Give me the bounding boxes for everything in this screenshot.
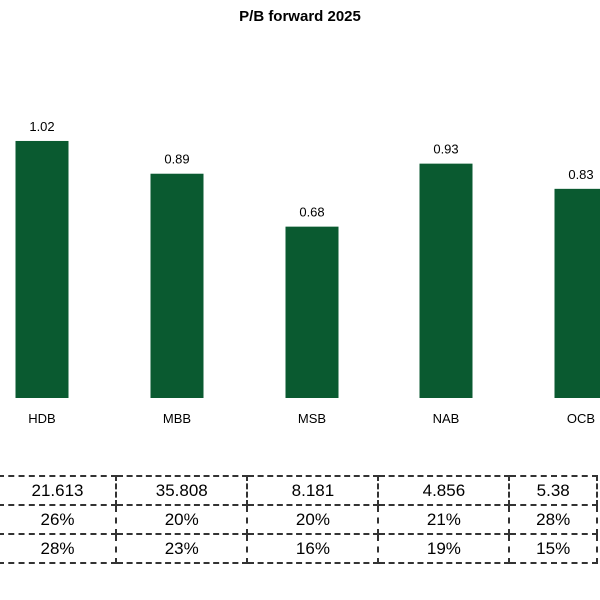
- table-cell: 35.808: [115, 475, 249, 506]
- table-cell: 23%: [115, 533, 249, 564]
- bar-mbb: [150, 173, 204, 398]
- table-cell: 4.856: [377, 475, 511, 506]
- table-cell: 28%: [0, 533, 118, 564]
- table-cell: 21%: [377, 504, 511, 535]
- table-row: 21.613 35.808 8.181 4.856 5.38: [0, 475, 598, 506]
- x-tick-label: HDB: [28, 411, 55, 426]
- bar-chart: 1.02 HDB 0.89 MBB 0.68 MSB 0.93 NAB 0.83 OCB: [15, 119, 600, 426]
- bar-ocb: [554, 188, 600, 398]
- bar-nab: [419, 163, 473, 398]
- table-row: 26% 20% 20% 21% 28%: [0, 504, 598, 535]
- table-row: 28% 23% 16% 19% 15%: [0, 533, 598, 564]
- bar-hdb: [15, 140, 69, 398]
- x-tick-label: NAB: [433, 411, 460, 426]
- table-cell: 5.38: [508, 475, 598, 506]
- table-cell: 28%: [508, 504, 598, 535]
- table-cell: 19%: [377, 533, 511, 564]
- data-label: 0.89: [164, 152, 189, 167]
- table-cell: 21.613: [0, 475, 118, 506]
- table-cell: 20%: [115, 504, 249, 535]
- chart-title: P/B forward 2025: [239, 8, 361, 25]
- table-cell: 15%: [508, 533, 598, 564]
- bar-msb: [285, 226, 339, 398]
- data-label: 0.93: [433, 142, 458, 157]
- data-label: 1.02: [29, 119, 54, 134]
- table-cell: 8.181: [246, 475, 380, 506]
- data-label: 0.83: [568, 167, 593, 182]
- data-table: 21.613 35.808 8.181 4.856 5.38 26% 20% 2…: [0, 475, 598, 564]
- x-tick-label: MBB: [163, 411, 191, 426]
- table-cell: 16%: [246, 533, 380, 564]
- table-cell: 20%: [246, 504, 380, 535]
- data-label: 0.68: [299, 205, 324, 220]
- table-cell: 26%: [0, 504, 118, 535]
- x-tick-label: OCB: [567, 411, 595, 426]
- x-tick-label: MSB: [298, 411, 326, 426]
